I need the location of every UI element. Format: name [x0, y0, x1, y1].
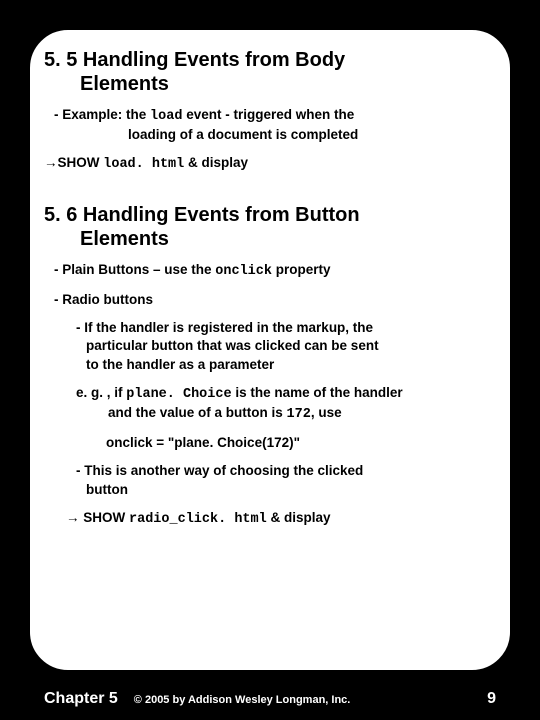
slide-footer: Chapter 5 © 2005 by Addison Wesley Longm…: [0, 690, 540, 708]
text: event - triggered when the: [182, 107, 354, 122]
code-load: load: [150, 109, 182, 124]
slide-frame: 5. 5 Handling Events from Body Elements …: [28, 28, 512, 672]
code-filename: load. html: [103, 157, 184, 172]
arrow-icon: →: [66, 510, 80, 525]
code-onclick-line: onclick = "plane. Choice(172)": [44, 434, 496, 452]
another-way-bullet: - This is another way of choosing the cl…: [44, 462, 496, 498]
text: is the name of the handler: [232, 385, 403, 400]
text: property: [272, 262, 331, 277]
text: - Plain Buttons – use the: [54, 262, 215, 277]
text: e. g. , if: [76, 385, 126, 400]
section-title-line1: Handling Events from Button: [83, 204, 360, 226]
text: particular button that was clicked can b…: [76, 337, 496, 355]
show-line-2: → SHOW radio_click. html & display: [44, 509, 496, 529]
code-onclick: onclick: [215, 264, 272, 279]
text: - This is another way of choosing the cl…: [76, 462, 496, 480]
text: to the handler as a parameter: [76, 356, 496, 374]
code-planechoice: plane. Choice: [126, 387, 231, 402]
text: SHOW: [80, 510, 130, 525]
page-number: 9: [487, 690, 496, 708]
plain-buttons-bullet: - Plain Buttons – use the onclick proper…: [44, 261, 496, 281]
code-172: 172: [287, 407, 311, 422]
section-title-line2: Elements: [44, 72, 496, 96]
section-5-6-title: 5. 6 Handling Events from Button Element…: [44, 203, 496, 251]
radio-sub-bullet-1: - If the handler is registered in the ma…: [44, 319, 496, 374]
chapter-label: Chapter 5: [44, 690, 118, 708]
text: & display: [184, 155, 248, 170]
section-title-line1: Handling Events from Body: [83, 49, 345, 71]
section-number: 5. 5: [44, 49, 77, 71]
text: loading of a document is completed: [54, 126, 496, 144]
text: and the value of a button is: [108, 405, 287, 420]
text: , use: [311, 405, 342, 420]
show-line-1: →SHOW load. html & display: [44, 154, 496, 174]
text: - Example: the: [54, 107, 150, 122]
example-bullet: - Example: the load event - triggered wh…: [44, 106, 496, 144]
code-filename: radio_click. html: [129, 512, 267, 527]
text: SHOW: [58, 155, 104, 170]
example-eg: e. g. , if plane. Choice is the name of …: [44, 384, 496, 424]
section-title-line2: Elements: [44, 227, 496, 251]
radio-buttons-bullet: - Radio buttons: [44, 291, 496, 309]
text: - If the handler is registered in the ma…: [76, 319, 496, 337]
text: & display: [267, 510, 331, 525]
section-number: 5. 6: [44, 204, 77, 226]
arrow-icon: →: [44, 155, 58, 170]
copyright-text: © 2005 by Addison Wesley Longman, Inc.: [134, 694, 351, 706]
text: button: [76, 481, 496, 499]
section-5-5-title: 5. 5 Handling Events from Body Elements: [44, 48, 496, 96]
